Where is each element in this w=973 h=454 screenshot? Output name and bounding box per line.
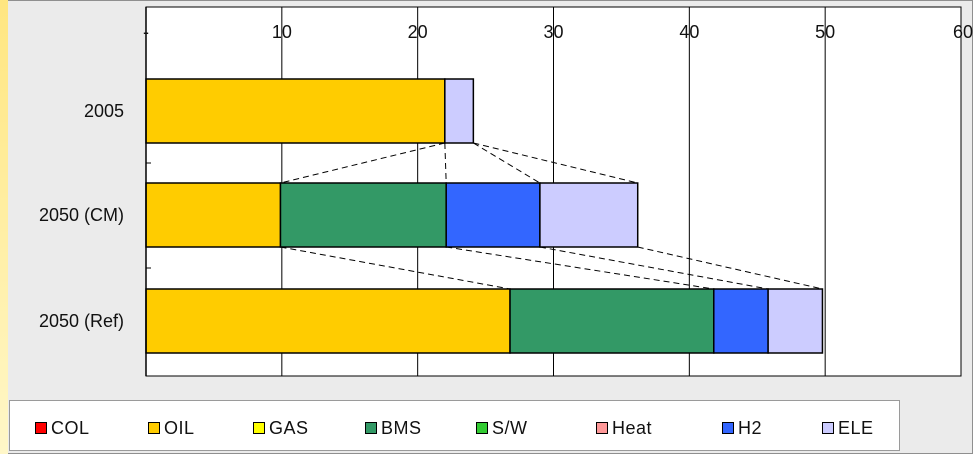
- legend-swatch: [596, 422, 608, 434]
- x-tick-label: 30: [543, 22, 563, 42]
- legend-swatch: [822, 422, 834, 434]
- legend-swatch: [476, 422, 488, 434]
- legend-swatch: [148, 422, 160, 434]
- legend-item-bms: BMS: [365, 418, 422, 438]
- legend-item-s-w: S/W: [476, 418, 528, 438]
- legend-item-gas: GAS: [253, 418, 309, 438]
- connector-line: [444, 142, 447, 184]
- connector-line: [637, 246, 823, 290]
- legend-swatch: [722, 422, 734, 434]
- legend: COL OIL GAS BMS S/W Heat H2 ELE: [9, 400, 900, 451]
- x-tick-label: 40: [679, 22, 699, 42]
- category-label: 2050 (Ref): [39, 311, 124, 331]
- connector-line: [473, 142, 541, 184]
- bar-segment-ele: [444, 78, 475, 144]
- bar-segment-bms: [279, 182, 447, 248]
- bar-segment-oil: [145, 182, 282, 248]
- legend-item-heat: Heat: [596, 418, 652, 438]
- x-tick-label: -: [143, 22, 149, 42]
- connector-line: [539, 246, 769, 290]
- legend-item-oil: OIL: [148, 418, 195, 438]
- x-tick-label: 50: [815, 22, 835, 42]
- legend-label: S/W: [492, 417, 528, 438]
- legend-item-ele: ELE: [822, 418, 874, 438]
- x-tick-label: 20: [408, 22, 428, 42]
- legend-swatch: [365, 422, 377, 434]
- connector-line: [280, 246, 511, 290]
- legend-label: COL: [51, 417, 90, 438]
- axes: [145, 7, 151, 376]
- category-labels: 2005 2050 (CM) 2050 (Ref): [39, 101, 124, 331]
- legend-label: BMS: [381, 417, 422, 438]
- legend-label: ELE: [838, 417, 874, 438]
- x-tick-label: 10: [272, 22, 292, 42]
- legend-label: H2: [738, 417, 763, 438]
- legend-item-h2: H2: [722, 418, 762, 438]
- legend-label: GAS: [269, 417, 309, 438]
- bars: [145, 78, 824, 354]
- legend-item-col: COL: [35, 418, 90, 438]
- bar-segment-ele: [767, 288, 824, 354]
- connector-line: [280, 142, 445, 184]
- legend-swatch: [253, 422, 265, 434]
- bar-segment-h2: [445, 182, 541, 248]
- connector-line: [473, 142, 638, 184]
- bar-segment-h2: [713, 288, 769, 354]
- bar-segment-oil: [145, 288, 511, 354]
- legend-label: Heat: [612, 417, 653, 438]
- legend-label: OIL: [164, 417, 195, 438]
- x-tick-labels: - 10 20 30 40 50 60: [143, 22, 973, 42]
- bar-segment-bms: [509, 288, 715, 354]
- decorative-strip: [0, 0, 8, 454]
- connector-line: [446, 246, 714, 290]
- bar-segment-oil: [145, 78, 446, 144]
- bar-segment-ele: [539, 182, 639, 248]
- connector-lines: [280, 142, 823, 290]
- category-label: 2005: [84, 101, 124, 121]
- category-label: 2050 (CM): [39, 205, 124, 225]
- x-tick-label: 60: [953, 22, 973, 42]
- legend-swatch: [35, 422, 47, 434]
